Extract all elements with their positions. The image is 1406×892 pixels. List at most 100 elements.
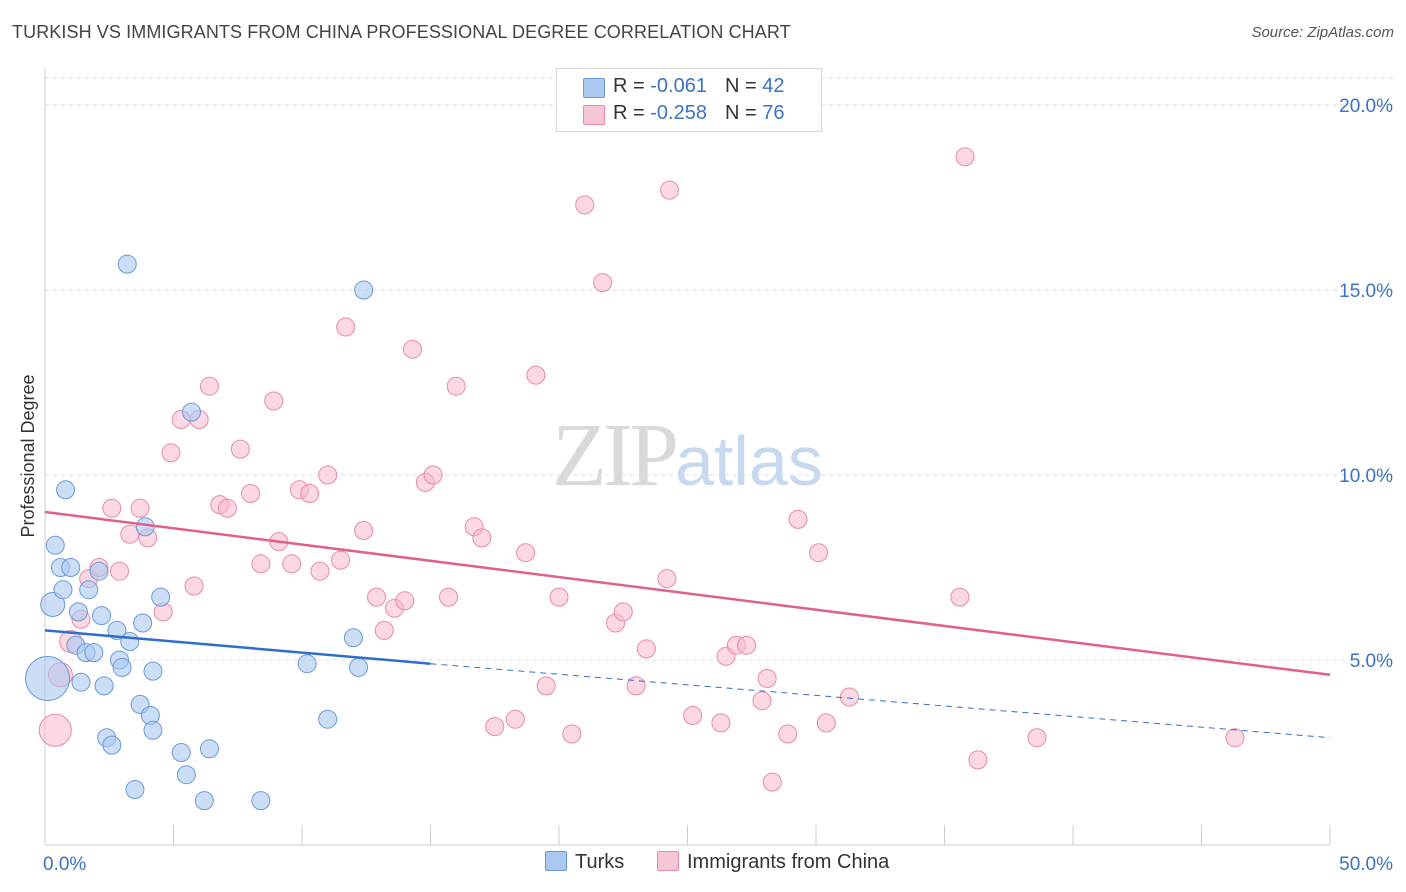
legend-n-label: N = — [724, 102, 763, 124]
china-point — [593, 273, 613, 293]
turks-point — [125, 780, 145, 799]
turks-trend-extension — [430, 663, 1331, 739]
source-label: Source: ZipAtlas.com — [1251, 24, 1394, 41]
china-point — [1027, 728, 1047, 748]
legend: R = -0.061 N = 42 R = -0.258 N = 76 — [556, 68, 822, 132]
bottom-legend-turks: Turks — [545, 851, 624, 874]
china-point — [505, 709, 525, 729]
china-point — [950, 587, 970, 607]
watermark: ZIPatlas — [552, 404, 823, 507]
turks-point — [107, 620, 127, 640]
y-tick-label: 10.0% — [1339, 466, 1393, 487]
china-point — [184, 576, 204, 596]
china-point — [485, 717, 505, 737]
china-point — [367, 587, 387, 607]
turks-point — [199, 739, 219, 759]
turks-point — [25, 656, 71, 701]
china-point — [310, 561, 330, 581]
china-point — [778, 724, 798, 744]
bottom-legend-china: Immigrants from China — [657, 851, 889, 874]
china-point — [737, 635, 757, 655]
turks-point — [297, 654, 317, 674]
china-point — [762, 772, 782, 792]
turks-point — [318, 709, 338, 729]
china-point — [446, 376, 466, 396]
china-point — [300, 484, 320, 503]
turks-point — [68, 602, 88, 622]
turks-point — [133, 613, 153, 633]
bottom-legend-label-turks: Turks — [575, 851, 625, 873]
legend-r-label: R = — [613, 102, 651, 124]
china-point — [809, 543, 829, 563]
y-tick-label: 15.0% — [1339, 281, 1393, 302]
turks-point — [53, 580, 73, 600]
watermark-atlas: atlas — [675, 422, 823, 500]
x-tick-label-max: 50.0% — [1339, 854, 1393, 875]
china-point — [549, 587, 569, 607]
y-axis-label: Professional Degree — [18, 374, 38, 537]
turks-point — [56, 480, 76, 500]
series-china-points — [38, 147, 1245, 792]
turks-point — [143, 661, 163, 681]
legend-n-label: N = — [724, 75, 763, 97]
china-point — [1225, 728, 1245, 748]
turks-point — [181, 402, 201, 422]
turks-point — [135, 517, 155, 537]
turks-point — [194, 791, 214, 811]
china-point — [230, 439, 250, 459]
china-point — [757, 669, 777, 688]
china-point — [251, 554, 271, 574]
tick-labels: 5.0% 10.0% 15.0% 20.0% 0.0% 50.0% — [43, 96, 1393, 875]
legend-swatch-china — [583, 105, 605, 125]
turks-point — [45, 535, 65, 555]
bottom-legend-swatch-turks — [545, 851, 567, 871]
turks-point — [40, 592, 66, 617]
china-point — [354, 521, 374, 540]
china-point — [102, 498, 122, 518]
china-point — [403, 339, 423, 359]
turks-point — [354, 280, 374, 300]
china-point — [516, 543, 536, 563]
turks-point — [120, 632, 140, 651]
turks-point — [171, 743, 191, 762]
x-tick-label-min: 0.0% — [43, 854, 86, 875]
china-point — [217, 498, 237, 518]
china-point — [318, 465, 338, 485]
china-point — [788, 509, 808, 529]
china-point — [423, 465, 443, 485]
legend-r-label: R = — [613, 75, 651, 97]
chart-title: TURKISH VS IMMIGRANTS FROM CHINA PROFESS… — [12, 22, 791, 42]
china-point — [839, 687, 859, 707]
china-point — [816, 713, 836, 733]
legend-r-value: -0.061 — [650, 75, 707, 97]
watermark-zip: ZIP — [552, 406, 679, 505]
turks-point — [94, 676, 114, 696]
china-point — [38, 713, 72, 747]
turks-point — [143, 720, 163, 740]
turks-point — [102, 735, 122, 755]
china-point — [968, 750, 988, 770]
china-point — [110, 561, 130, 581]
bottom-legend-swatch-china — [657, 851, 679, 871]
turks-point — [251, 791, 271, 811]
legend-n-value: 42 — [762, 75, 785, 97]
china-point — [336, 317, 356, 337]
turks-point — [61, 558, 81, 577]
china-point — [711, 713, 731, 733]
turks-point — [343, 628, 363, 648]
china-point — [199, 376, 219, 396]
turks-point — [89, 561, 109, 581]
china-point — [657, 569, 677, 589]
turks-point — [84, 643, 104, 663]
china-point — [660, 180, 680, 200]
china-trend-line — [44, 510, 1331, 677]
legend-swatch-turks — [583, 78, 605, 98]
china-point — [438, 587, 458, 607]
turks-point — [176, 765, 196, 785]
china-point — [472, 528, 492, 548]
trend-lines — [44, 510, 1331, 739]
turks-point — [92, 606, 112, 626]
china-point — [120, 524, 140, 544]
china-point — [536, 676, 556, 696]
